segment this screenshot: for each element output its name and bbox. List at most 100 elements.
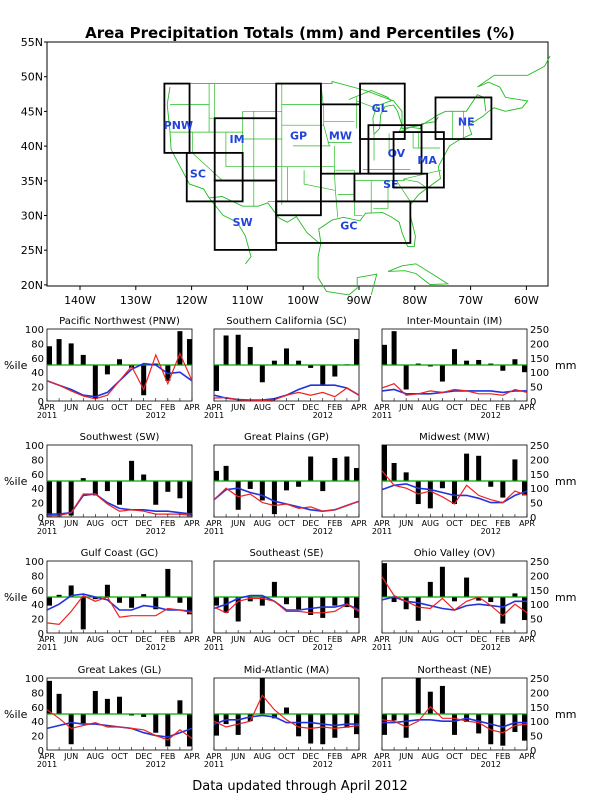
month-label: APR <box>206 752 222 761</box>
month-label: DEC <box>470 752 487 761</box>
region-box-gl <box>359 82 406 140</box>
percentile-bar <box>223 335 229 365</box>
percentile-bar <box>415 363 421 365</box>
mm-tick-label: 0 <box>530 513 536 524</box>
mm-tick-label: 100 <box>530 717 549 728</box>
month-label: FEB <box>160 752 175 761</box>
observed-mm-line <box>213 487 360 512</box>
percentile-bar <box>354 339 359 365</box>
mm-tick-label: 100 <box>530 484 549 495</box>
percentile-bar <box>47 346 52 365</box>
percentile-bar <box>177 481 183 499</box>
observed-mm-line <box>381 705 528 734</box>
panel-title: Mid-Atlantic (MA) <box>244 665 330 676</box>
month-label: APR <box>351 635 367 644</box>
month-label: FEB <box>160 403 175 412</box>
month-label: DEC <box>302 403 319 412</box>
percentile-bar <box>427 581 433 597</box>
region-label-im: IM <box>230 133 245 146</box>
normal-mm-line <box>46 593 193 613</box>
coastline-4 <box>348 90 439 136</box>
observed-mm-line <box>381 470 528 505</box>
panel-title: Southern California (SC) <box>226 316 347 327</box>
state-border-19 <box>333 145 339 218</box>
percentile-bar <box>129 714 135 716</box>
month-label: APR <box>206 403 222 412</box>
normal-mm-line <box>381 388 527 395</box>
pct-tick-label: 40 <box>31 368 44 379</box>
percentile-bar <box>391 714 397 721</box>
panel-title: Ohio Valley (OV) <box>414 548 496 559</box>
percentile-bar <box>141 365 147 396</box>
year-label: 2012 <box>481 760 501 769</box>
percentile-bar <box>177 597 183 603</box>
month-label: JUN <box>398 519 413 528</box>
year-label: 2011 <box>204 643 224 652</box>
state-border-37 <box>396 181 411 202</box>
panel-title: Southeast (SE) <box>249 548 323 559</box>
percentile-bar <box>80 478 86 481</box>
year-label: 2012 <box>313 411 333 420</box>
year-label: 2011 <box>372 643 392 652</box>
mm-tick-label: 150 <box>530 586 549 597</box>
region-box-gc <box>275 200 412 244</box>
month-label: APR <box>39 403 55 412</box>
lat-label: 25N <box>21 244 43 257</box>
percentile-bar <box>320 365 326 386</box>
percentile-bar <box>382 344 387 365</box>
month-label: APR <box>374 403 390 412</box>
percentile-bar <box>488 481 494 487</box>
percentile-bar <box>522 481 527 496</box>
normal-mm-line <box>213 594 360 611</box>
percentile-bar <box>223 465 229 481</box>
month-label: AUG <box>254 403 272 412</box>
month-label: APR <box>184 635 200 644</box>
percentile-bar <box>129 460 135 481</box>
mm-tick-label: 200 <box>530 339 549 350</box>
lat-label: 40N <box>21 140 43 153</box>
mm-tick-label: 150 <box>530 703 549 714</box>
pct-tick-label: 0 <box>38 746 44 757</box>
pct-tick-label: 20 <box>31 383 44 394</box>
state-border-39 <box>403 178 428 189</box>
year-label: 2012 <box>146 643 166 652</box>
month-label: APR <box>351 519 367 528</box>
lon-label: 140W <box>64 294 96 307</box>
year-label: 2011 <box>204 411 224 420</box>
percentile-bar <box>488 363 494 365</box>
percentile-bar <box>500 597 506 624</box>
percentile-bar <box>439 566 445 597</box>
month-label: OCT <box>446 752 463 761</box>
month-label: JUN <box>63 403 78 412</box>
pct-tick-label: 20 <box>31 615 44 626</box>
month-label: JUN <box>63 635 78 644</box>
region-label-ov: OV <box>388 147 406 160</box>
month-label: APR <box>184 519 200 528</box>
month-label: AUG <box>422 752 440 761</box>
panel-2: Inter-Mountain (IM) APR JUN AUG OCT DEC FEB APR… <box>372 316 577 420</box>
panel-title: Northeast (NE) <box>417 665 491 676</box>
percentile-bar <box>247 597 253 602</box>
pct-tick-label: 60 <box>31 586 44 597</box>
pct-axis-label: %ile <box>4 591 28 604</box>
region-box-pnw <box>163 82 191 154</box>
month-label: JUN <box>230 752 245 761</box>
figure-title: Area Precipitation Totals (mm) and Perce… <box>85 24 515 42</box>
pct-tick-label: 60 <box>31 470 44 481</box>
percentile-bar <box>439 365 445 382</box>
percentile-bar <box>129 597 135 608</box>
pct-tick-label: 100 <box>25 325 44 336</box>
mm-tick-label: 0 <box>530 746 536 757</box>
region-box-ma <box>392 131 445 189</box>
percentile-bar <box>214 714 219 736</box>
region-label-sw: SW <box>233 216 253 229</box>
percentile-bar <box>427 691 433 714</box>
percentile-bar <box>104 584 110 597</box>
map-frame <box>46 41 549 287</box>
lat-label: 30N <box>21 210 43 223</box>
percentile-bar <box>308 365 314 368</box>
percentile-bar <box>47 481 52 517</box>
footer-text: Data updated through April 2012 <box>192 779 408 794</box>
observed-mm-line <box>213 694 360 730</box>
